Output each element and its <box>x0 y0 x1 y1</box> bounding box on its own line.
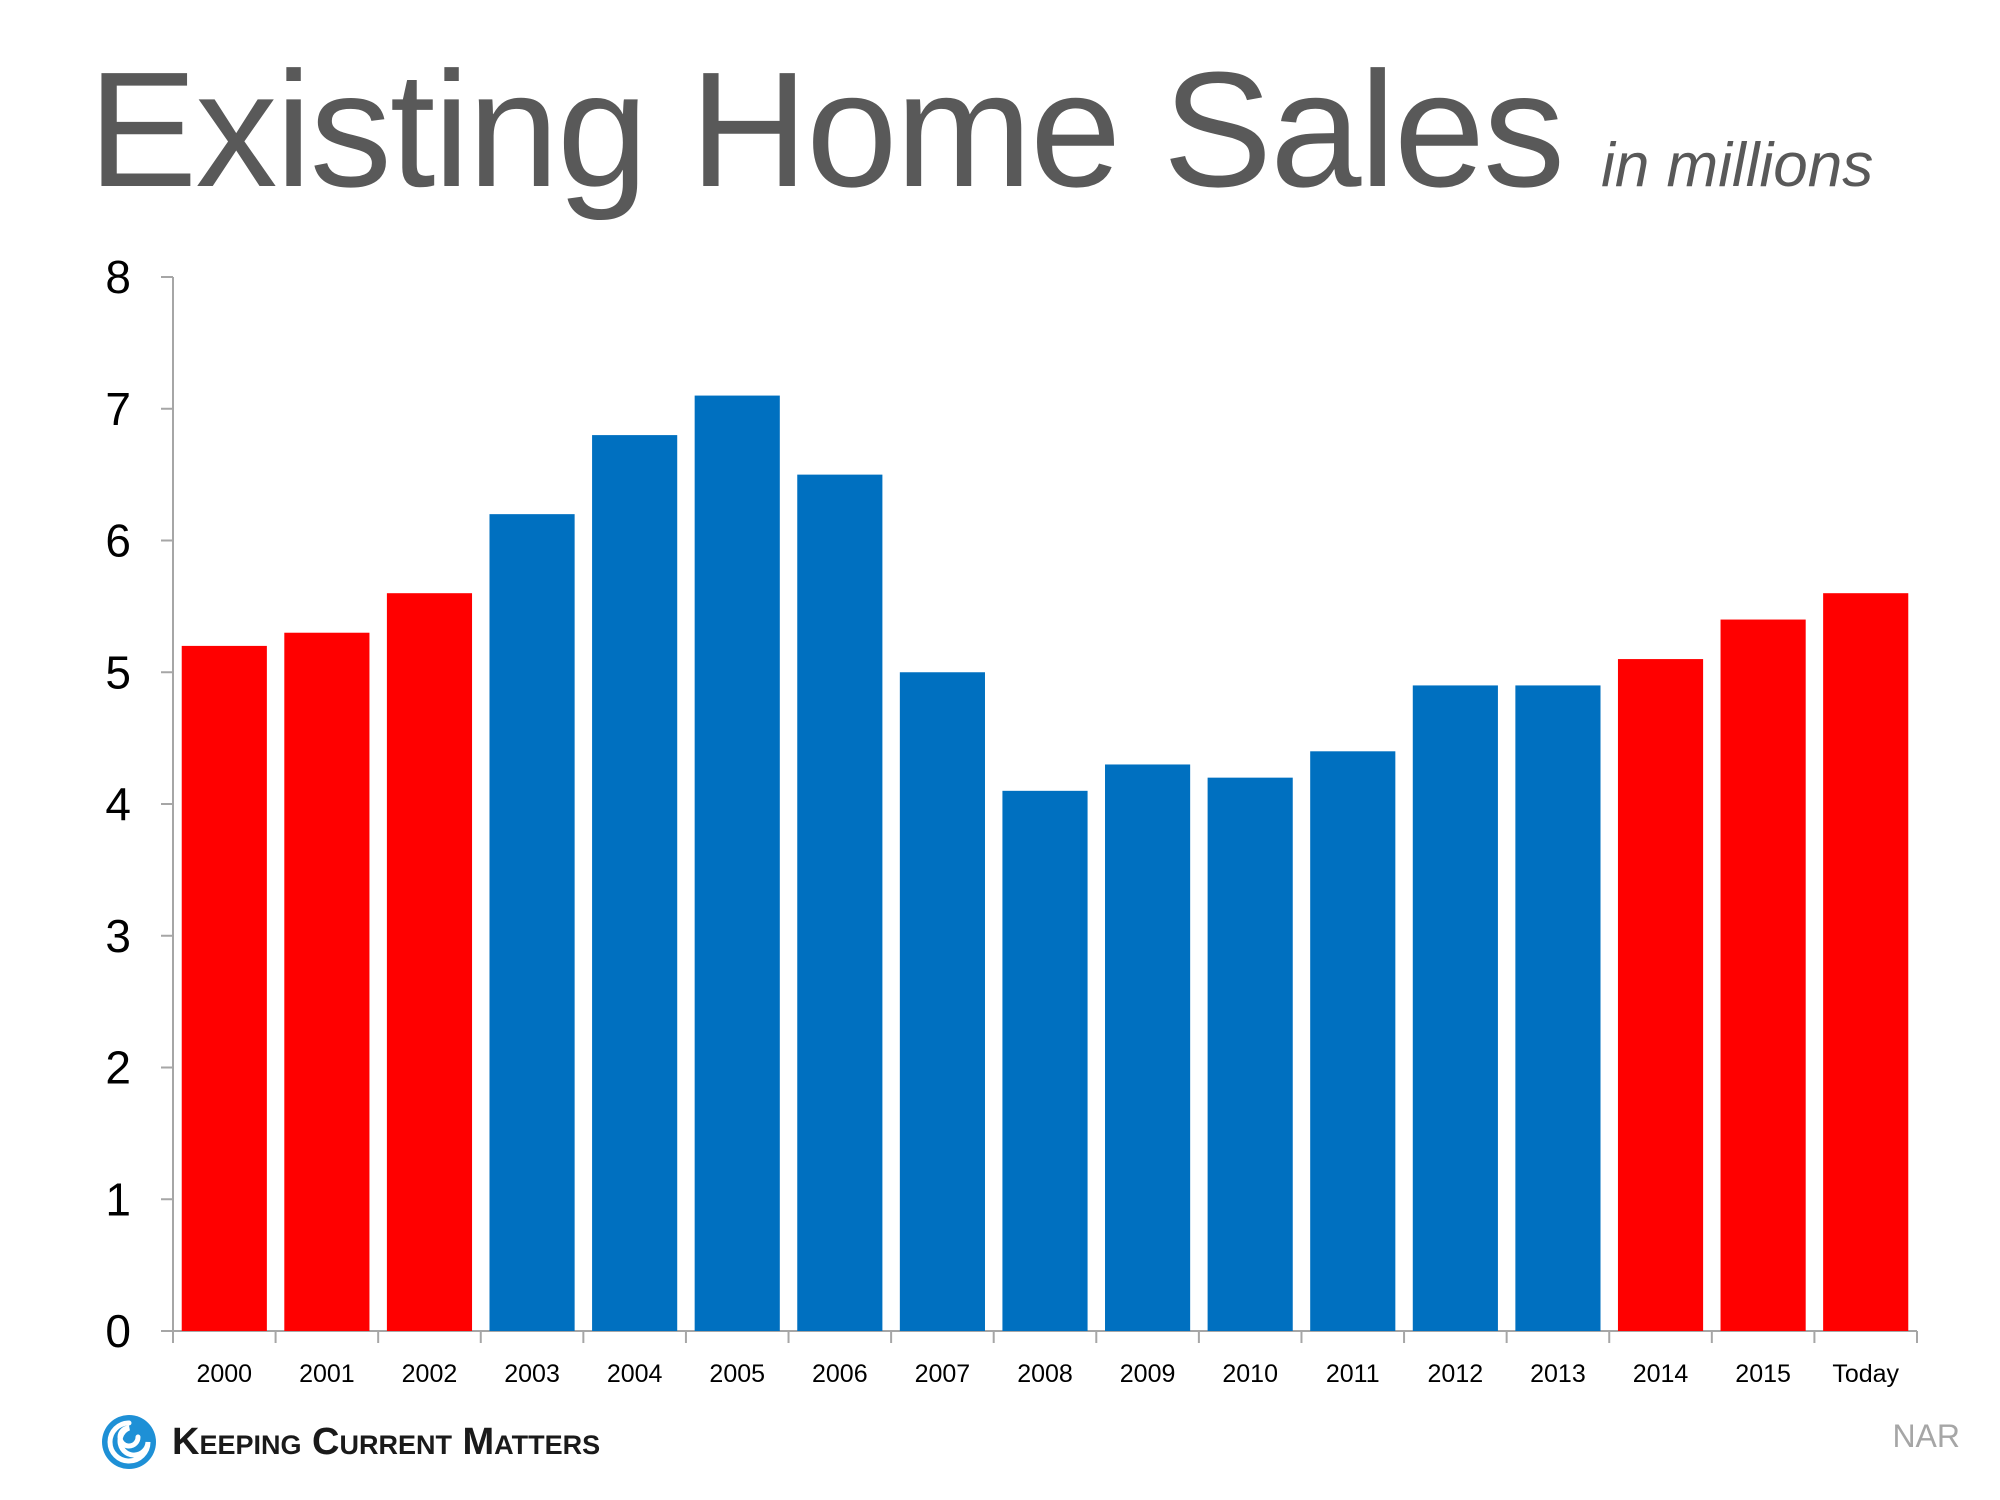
bar-2014 <box>1617 659 1704 1331</box>
bar-2006 <box>797 474 883 1331</box>
x-tick-label: 2002 <box>402 1360 458 1388</box>
x-tick-label: 2004 <box>607 1360 663 1388</box>
x-tick-label: 2000 <box>196 1360 252 1388</box>
bar-2010 <box>1207 777 1293 1331</box>
y-tick-label: 4 <box>105 778 131 830</box>
title-row: Existing Home Sales in millions <box>88 48 1873 238</box>
bar-2004 <box>592 435 678 1332</box>
bar-2015 <box>1720 619 1806 1331</box>
x-tick-label: 2007 <box>915 1360 971 1388</box>
bars <box>181 395 1909 1332</box>
x-tick-label: 2013 <box>1530 1360 1586 1388</box>
x-tick-label: 2006 <box>812 1360 868 1388</box>
x-tick-label: 2009 <box>1120 1360 1176 1388</box>
source-label: NAR <box>1892 1418 1960 1454</box>
bar-today <box>1823 593 1909 1331</box>
footer-logo: Keeping Current Matters <box>100 1410 600 1474</box>
y-tick-label: 7 <box>105 383 131 435</box>
chart-title: Existing Home Sales <box>88 38 1565 221</box>
x-tick-label: 2014 <box>1633 1360 1689 1388</box>
bar-2009 <box>1105 764 1191 1331</box>
x-tick-label: Today <box>1832 1360 1899 1388</box>
x-tick-label: 2001 <box>299 1360 355 1388</box>
bar-2002 <box>386 593 473 1331</box>
bar-2007 <box>899 672 985 1331</box>
swirl-logo-icon <box>102 1415 156 1469</box>
y-tick-label: 3 <box>105 910 131 962</box>
bar-2005 <box>694 395 780 1331</box>
bar-2000 <box>181 645 267 1331</box>
y-tick-label: 1 <box>105 1173 131 1225</box>
brand-name: Keeping Current Matters <box>172 1420 601 1463</box>
bar-2012 <box>1412 685 1498 1331</box>
y-axis: 0 1 2 3 4 5 6 7 8 <box>105 251 174 1357</box>
y-tick-label: 5 <box>105 646 131 698</box>
bar-2008 <box>1002 790 1088 1331</box>
y-tick-label: 8 <box>105 251 131 303</box>
y-tick-label: 6 <box>105 515 131 567</box>
x-tick-label: 2003 <box>504 1360 560 1388</box>
x-tick-label: 2008 <box>1017 1360 1073 1388</box>
x-tick-label: 2015 <box>1735 1360 1791 1388</box>
y-tick-label: 2 <box>105 1042 131 1094</box>
x-tick-label: 2010 <box>1222 1360 1278 1388</box>
x-tick-label: 2012 <box>1428 1360 1484 1388</box>
chart-subtitle: in millions <box>1601 131 1874 200</box>
bar-2001 <box>284 632 370 1331</box>
x-tick-label: 2011 <box>1326 1360 1380 1388</box>
x-axis: 2000 2001 2002 2003 2004 2005 2006 2007 2008 2009… <box>172 1330 1918 1388</box>
bar-2013 <box>1515 685 1601 1331</box>
bar-2011 <box>1310 751 1396 1331</box>
x-tick-label: 2005 <box>709 1360 765 1388</box>
bar-2003 <box>489 514 575 1331</box>
y-tick-label: 0 <box>105 1305 131 1357</box>
